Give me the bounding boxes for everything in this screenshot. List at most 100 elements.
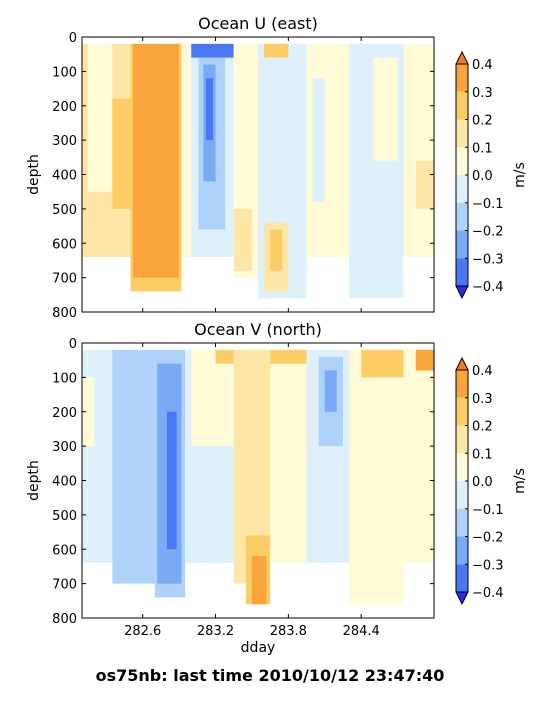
- heatmap-cells: [82, 43, 434, 299]
- heatmap-cell: [251, 556, 267, 605]
- heatmap-cell: [88, 43, 113, 192]
- y-tick-label: 100: [52, 65, 77, 80]
- heatmap-cell: [140, 57, 146, 261]
- heatmap-cell: [205, 78, 214, 141]
- colorbar-band: [456, 147, 468, 175]
- heatmap-cell: [181, 43, 192, 257]
- y-tick-label: 800: [52, 306, 77, 321]
- heatmap-cell: [112, 349, 155, 584]
- colorbar-tick-label: 0.1: [472, 141, 493, 156]
- colorbar-tick-label: −0.1: [472, 197, 504, 212]
- y-tick-label: 0: [69, 337, 77, 352]
- colorbar-band: [456, 425, 468, 454]
- colorbar-extend-max: [455, 50, 469, 65]
- colorbar-tick-label: −0.3: [472, 558, 504, 573]
- colorbar-tick-label: −0.1: [472, 503, 504, 518]
- colorbar-tick-label: −0.2: [472, 531, 504, 546]
- heatmap-cell: [191, 349, 234, 447]
- heatmap-cell: [415, 160, 434, 209]
- colorbar-tick-label: −0.4: [472, 586, 504, 601]
- heatmap-cell: [270, 349, 307, 563]
- heatmap-cell: [324, 370, 337, 412]
- y-tick-label: 700: [52, 578, 77, 593]
- heatmap-cell: [166, 411, 177, 550]
- colorbar-band: [456, 453, 468, 481]
- colorbar-tick-label: 0.4: [472, 364, 493, 379]
- heatmap-cell: [132, 43, 180, 278]
- colorbar-tick-label: 0.2: [472, 420, 493, 435]
- colorbar-band: [456, 536, 468, 565]
- y-tick-label: 400: [52, 169, 77, 184]
- y-tick-label: 300: [52, 134, 77, 149]
- colorbar-band: [456, 481, 468, 509]
- heatmap-cell: [112, 98, 131, 209]
- heatmap-cell: [312, 78, 325, 202]
- colorbar-tick-label: 0.3: [472, 86, 493, 101]
- colorbar-band: [456, 202, 468, 231]
- colorbar-band: [456, 119, 468, 148]
- colorbar-tick-label: −0.3: [472, 252, 504, 267]
- colorbar-tick-label: 0.0: [472, 475, 493, 490]
- colorbar-band: [456, 370, 468, 398]
- heatmap-cell: [270, 229, 283, 271]
- heatmap-cell: [270, 349, 307, 364]
- heatmap-cell: [415, 349, 434, 371]
- y-tick-label: 600: [52, 543, 77, 558]
- heatmap-cell: [349, 349, 404, 605]
- heatmap-cell: [361, 349, 404, 378]
- heatmap-cell: [82, 377, 95, 447]
- y-tick-label: 400: [52, 475, 77, 490]
- colorbar-tick-label: 0.3: [472, 392, 493, 407]
- y-tick-label: 800: [52, 612, 77, 627]
- colorbar-band: [456, 175, 468, 203]
- y-tick-label: 200: [52, 100, 77, 115]
- colorbar-tick-label: 0.0: [472, 169, 493, 184]
- x-tick-label: 283.2: [197, 624, 234, 639]
- heatmap-cells: [82, 349, 434, 605]
- y-axis-label: depth: [26, 460, 42, 501]
- colorbar-tick-label: 0.2: [472, 114, 493, 129]
- colorbar-band: [456, 64, 468, 92]
- ocean-u-colorbar: 0.4 0.3 0.2 0.1 0.0 −0.1 −0.2 −0.3 −0.4 m/s: [455, 50, 528, 300]
- ocean-u-panel: Ocean U (east) 0 100 200 300 400 500 600 700 800 d…: [26, 14, 435, 321]
- colorbar-extend-min: [455, 285, 469, 300]
- ocean-v-panel: Ocean V (north) 0 100 200 300 400 500 600 700 800…: [26, 320, 435, 656]
- heatmap-cell: [264, 43, 289, 58]
- y-tick-label: 700: [52, 272, 77, 287]
- panel-title: Ocean V (north): [194, 320, 322, 339]
- heatmap-cell: [373, 57, 398, 161]
- heatmap-cell: [215, 349, 234, 364]
- x-tick-label: 282.6: [124, 624, 161, 639]
- x-axis-label: dday: [241, 640, 276, 656]
- colorbar-band: [456, 258, 468, 286]
- colorbar-unit-label: m/s: [512, 468, 528, 494]
- y-tick-label: 500: [52, 203, 77, 218]
- colorbar-tick-label: 0.1: [472, 447, 493, 462]
- colorbar-band: [456, 397, 468, 426]
- colorbar-band: [456, 564, 468, 592]
- y-tick-label: 600: [52, 237, 77, 252]
- y-tick-label: 300: [52, 440, 77, 455]
- y-tick-label: 500: [52, 509, 77, 524]
- heatmap-cell: [403, 349, 434, 563]
- figure-caption: os75nb: last time 2010/10/12 23:47:40: [95, 666, 445, 685]
- colorbar-tick-label: 0.4: [472, 58, 493, 73]
- y-tick-label: 200: [52, 406, 77, 421]
- colorbar-band: [456, 91, 468, 120]
- x-tick-label: 284.4: [343, 624, 380, 639]
- colorbar-extend-max: [455, 356, 469, 371]
- y-tick-label: 100: [52, 371, 77, 386]
- panel-title: Ocean U (east): [198, 14, 318, 33]
- colorbar-extend-min: [455, 591, 469, 606]
- ocean-v-colorbar: 0.4 0.3 0.2 0.1 0.0 −0.1 −0.2 −0.3 −0.4 m/s: [455, 356, 528, 606]
- colorbar-band: [456, 230, 468, 259]
- x-tick-label: 283.8: [270, 624, 307, 639]
- heatmap-cell: [191, 43, 234, 58]
- colorbar-band: [456, 508, 468, 537]
- y-axis-label: depth: [26, 154, 42, 195]
- heatmap-cell: [403, 43, 434, 257]
- y-tick-label: 0: [69, 31, 77, 46]
- colorbar-tick-label: −0.4: [472, 280, 504, 295]
- heatmap-cell: [233, 208, 252, 271]
